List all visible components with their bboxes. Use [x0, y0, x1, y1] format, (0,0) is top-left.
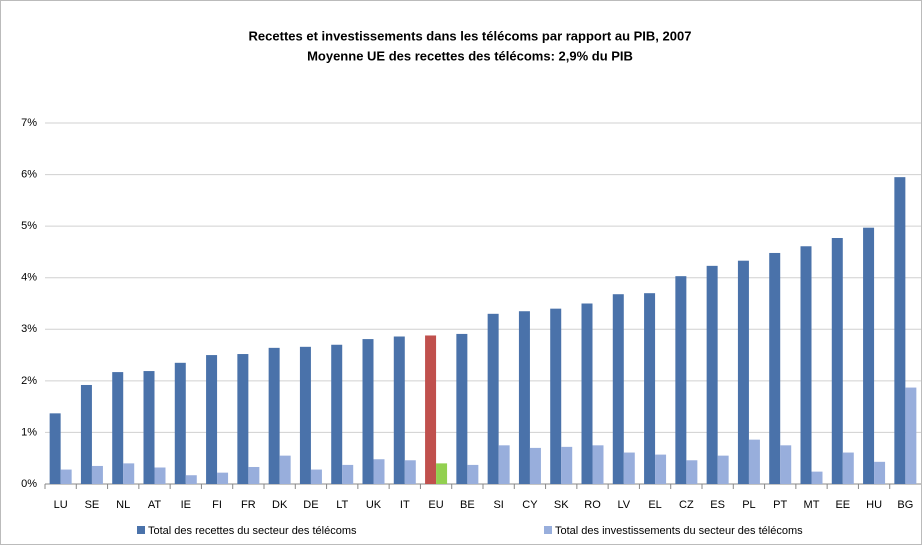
bar: [644, 293, 656, 484]
bar: [655, 454, 667, 484]
x-tick-label: FR: [241, 499, 256, 511]
legend-swatch: [137, 526, 145, 534]
x-tick-label: NL: [116, 499, 130, 511]
x-tick-label: AT: [148, 499, 162, 511]
bar: [874, 461, 886, 484]
y-tick-label: 0%: [21, 478, 37, 490]
bar: [561, 446, 573, 484]
bar: [185, 475, 197, 484]
x-tick-label: PT: [773, 499, 787, 511]
bar: [800, 246, 812, 484]
x-tick-label: RO: [584, 499, 601, 511]
bar: [780, 445, 792, 484]
x-tick-label: LT: [336, 499, 348, 511]
bar: [154, 467, 166, 484]
x-tick-label: FI: [212, 499, 222, 511]
bar: [518, 311, 530, 484]
bar: [299, 346, 311, 484]
bar: [748, 439, 760, 484]
x-tick-label: SK: [554, 499, 569, 511]
bar: [49, 413, 61, 484]
bar: [842, 452, 854, 484]
bar: [831, 238, 843, 484]
x-tick-label: HU: [866, 499, 882, 511]
bar: [80, 384, 92, 484]
y-tick-label: 6%: [21, 168, 37, 180]
bar: [737, 260, 749, 484]
bar: [268, 347, 280, 484]
bar: [529, 447, 541, 484]
bar: [60, 469, 72, 484]
bar: [905, 387, 917, 484]
bar: [248, 466, 260, 484]
bar: [279, 455, 291, 484]
bar: [581, 303, 593, 484]
bar: [863, 227, 875, 484]
bar: [550, 308, 562, 484]
y-tick-label: 2%: [21, 375, 37, 387]
bar: [592, 445, 604, 484]
legend-swatch: [544, 526, 552, 534]
bar: [123, 463, 135, 484]
bar: [112, 372, 124, 484]
bar: [769, 252, 781, 484]
chart-title: Recettes et investissements dans les tél…: [249, 28, 692, 43]
y-tick-label: 5%: [21, 220, 37, 232]
x-tick-label: DE: [303, 499, 318, 511]
x-tick-label: CY: [522, 499, 538, 511]
bar: [425, 335, 437, 484]
x-tick-label: PL: [742, 499, 755, 511]
legend-label: Total des investissements du secteur des…: [555, 525, 803, 537]
bar: [717, 455, 729, 484]
bar: [675, 276, 687, 484]
x-tick-label: EU: [428, 499, 443, 511]
x-tick-label: LV: [617, 499, 630, 511]
x-tick-label: LU: [54, 499, 68, 511]
x-tick-label: UK: [366, 499, 382, 511]
bar: [404, 460, 416, 484]
chart-subtitle: Moyenne UE des recettes des télécoms: 2,…: [307, 48, 633, 63]
x-tick-label: SI: [493, 499, 503, 511]
x-tick-label: ES: [710, 499, 725, 511]
bar: [706, 265, 718, 484]
bar: [373, 459, 385, 484]
bar: [206, 355, 218, 484]
x-tick-label: EL: [648, 499, 661, 511]
bar: [623, 452, 635, 484]
bar: [91, 465, 103, 484]
bar: [456, 333, 468, 484]
bar: [362, 339, 374, 484]
x-tick-label: DK: [272, 499, 288, 511]
bar: [467, 464, 479, 484]
bar: [686, 460, 698, 484]
bar: [487, 313, 499, 484]
bar: [217, 472, 229, 484]
y-tick-label: 4%: [21, 272, 37, 284]
y-tick-label: 3%: [21, 323, 37, 335]
x-tick-label: BG: [897, 499, 913, 511]
bar: [237, 354, 249, 484]
bar: [342, 464, 354, 484]
x-tick-label: IT: [400, 499, 410, 511]
bar: [498, 445, 510, 484]
bar: [436, 463, 448, 484]
x-tick-label: MT: [804, 499, 820, 511]
bar: [393, 336, 405, 484]
x-tick-label: EE: [835, 499, 850, 511]
legend-label: Total des recettes du secteur des téléco…: [148, 525, 357, 537]
bar: [310, 469, 322, 484]
bar: [811, 471, 823, 484]
bar: [174, 362, 186, 484]
x-tick-label: BE: [460, 499, 475, 511]
x-tick-label: CZ: [679, 499, 694, 511]
bar: [143, 371, 155, 484]
bar: [612, 294, 624, 484]
y-tick-label: 7%: [21, 117, 37, 129]
x-tick-label: SE: [85, 499, 100, 511]
y-tick-label: 1%: [21, 426, 37, 438]
bar: [331, 344, 343, 484]
bar: [894, 177, 906, 484]
x-tick-label: IE: [181, 499, 191, 511]
